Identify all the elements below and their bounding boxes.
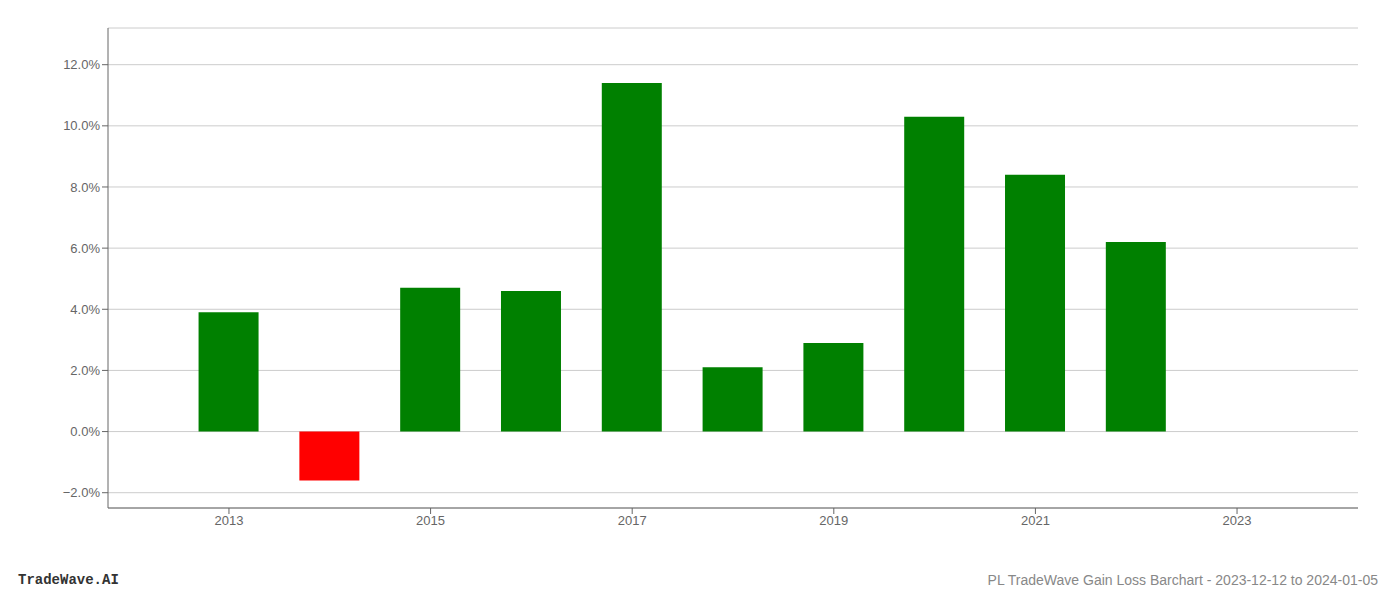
svg-text:0.0%: 0.0%: [70, 424, 100, 439]
svg-text:6.0%: 6.0%: [70, 241, 100, 256]
svg-text:2017: 2017: [618, 513, 647, 528]
svg-text:2021: 2021: [1021, 513, 1050, 528]
svg-text:2023: 2023: [1223, 513, 1252, 528]
svg-text:2.0%: 2.0%: [70, 363, 100, 378]
html-text:TradeWave.AI: TradeWave.AI: [18, 572, 119, 588]
html-text:PL TradeWave Gain Loss Barchar: PL TradeWave Gain Loss Barchart - 2023-1…: [987, 572, 1378, 588]
svg-text:2019: 2019: [819, 513, 848, 528]
svg-text:−2.0%: −2.0%: [63, 485, 101, 500]
svg-text:4.0%: 4.0%: [70, 302, 100, 317]
svg-text:2015: 2015: [416, 513, 445, 528]
svg-text:8.0%: 8.0%: [70, 180, 100, 195]
svg-text:12.0%: 12.0%: [63, 57, 100, 72]
svg-text:2013: 2013: [215, 513, 244, 528]
svg-text:10.0%: 10.0%: [63, 118, 100, 133]
